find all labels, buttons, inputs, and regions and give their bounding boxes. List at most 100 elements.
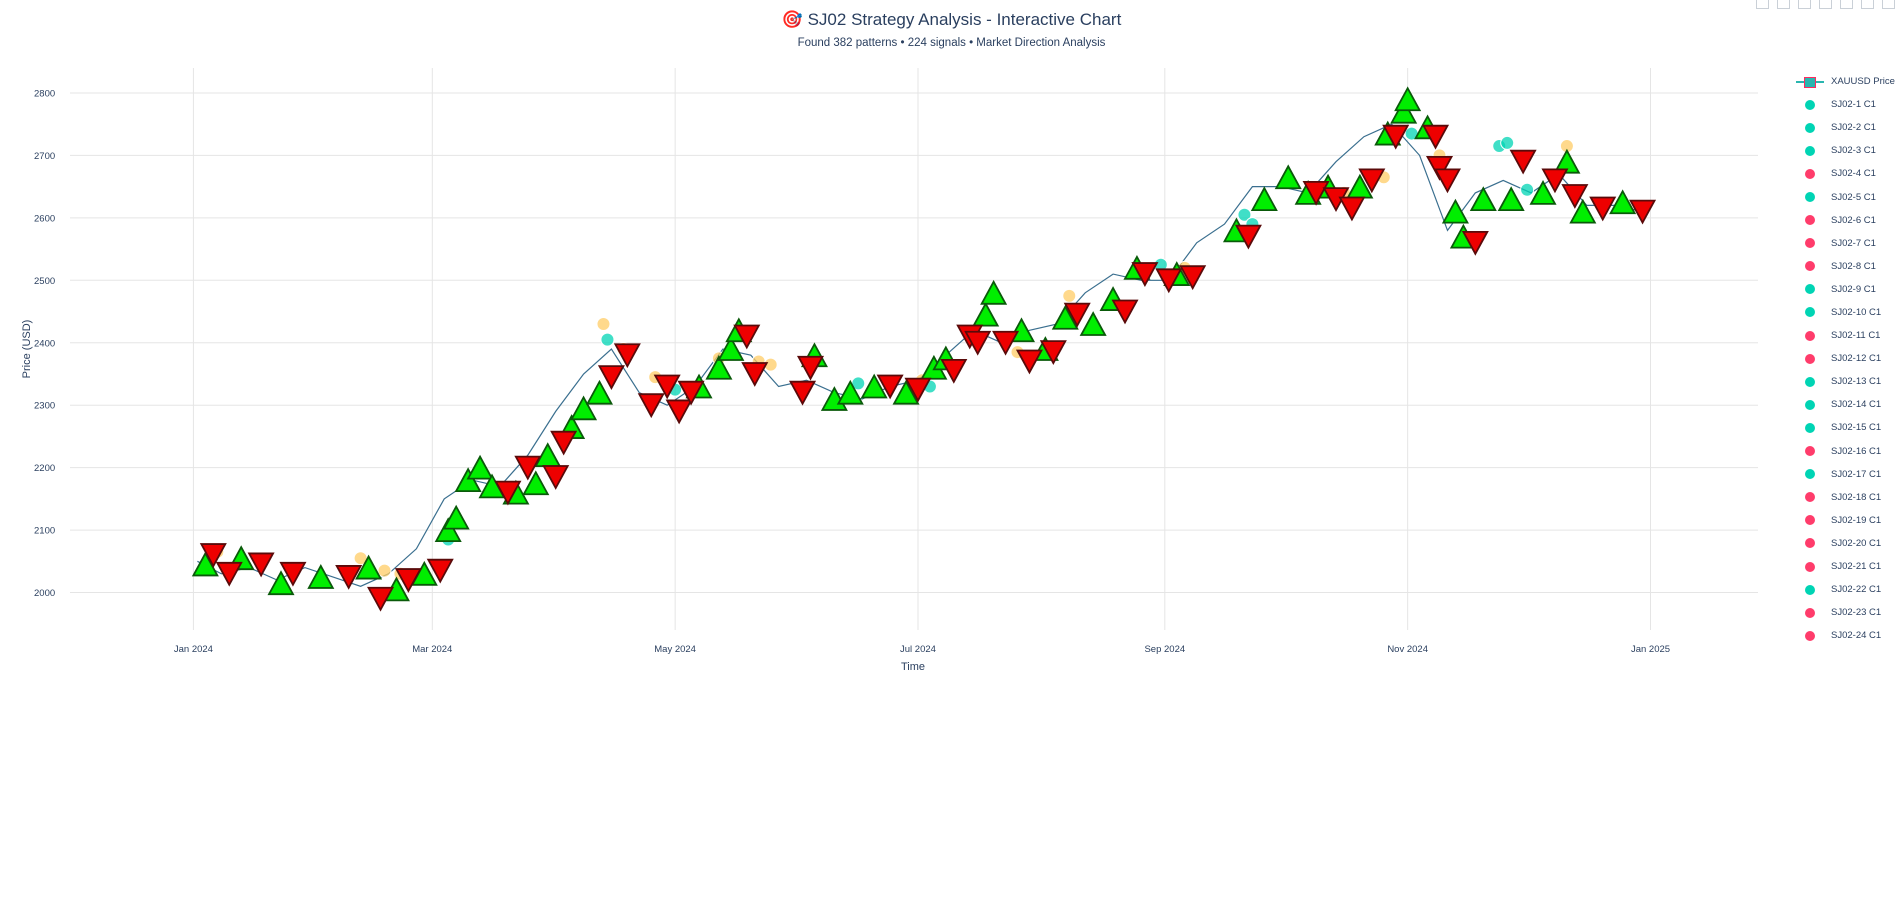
legend-dot-icon (1805, 145, 1815, 156)
y-tick-label: 2200 (34, 463, 55, 474)
sell-signal-marker (335, 565, 363, 590)
legend-label: SJ02-5 C1 (1831, 191, 1876, 203)
buy-signal-marker (1469, 186, 1497, 212)
sell-signal-marker (876, 374, 904, 400)
pattern-marker (1500, 135, 1515, 150)
legend-dot-icon (1805, 607, 1815, 618)
pattern-marker (1237, 207, 1252, 222)
sell-signal-marker (1015, 349, 1043, 375)
legend-item-pattern[interactable]: SJ02-13 C1 (1793, 370, 1898, 393)
legend-dot-icon (1805, 168, 1815, 179)
legend-dot-icon (1805, 538, 1815, 549)
legend-item-pattern[interactable]: SJ02-2 C1 (1793, 116, 1898, 139)
legend-item-pattern[interactable]: SJ02-6 C1 (1793, 209, 1898, 232)
camera-icon[interactable] (1756, 0, 1769, 9)
buy-signal-marker (1441, 198, 1469, 224)
buy-signal-marker (860, 373, 888, 399)
legend-label: SJ02-9 C1 (1831, 283, 1876, 295)
legend-item-pattern[interactable]: SJ02-17 C1 (1793, 463, 1898, 486)
legend-item-pattern[interactable]: SJ02-23 C1 (1793, 601, 1898, 624)
y-tick-label: 2400 (34, 338, 55, 349)
legend-dot-icon (1805, 215, 1815, 226)
sell-signal-marker (1302, 180, 1330, 206)
price-line (197, 123, 1643, 587)
x-tick-label: Nov 2024 (1387, 644, 1428, 655)
buy-signal-marker (570, 395, 598, 421)
sell-signal-marker (247, 552, 275, 578)
candlestick-icon (1796, 76, 1824, 88)
legend-item-pattern[interactable]: SJ02-7 C1 (1793, 232, 1898, 255)
x-axis-title: Time (901, 661, 925, 673)
legend-label: SJ02-10 C1 (1831, 306, 1882, 318)
y-tick-label: 2000 (34, 588, 55, 599)
buy-signal-marker (1609, 189, 1637, 215)
legend-label: SJ02-6 C1 (1831, 214, 1876, 226)
sell-signal-marker (789, 380, 817, 406)
legend-item-pattern[interactable]: SJ02-9 C1 (1793, 278, 1898, 301)
legend-item-pattern[interactable]: SJ02-12 C1 (1793, 347, 1898, 370)
buy-signal-marker (1390, 98, 1418, 124)
legend-label: SJ02-23 C1 (1831, 607, 1882, 619)
legend-item-pattern[interactable]: SJ02-22 C1 (1793, 578, 1898, 601)
sell-signal-marker (1433, 168, 1461, 194)
chart-legend: XAUUSD Price SJ02-1 C1 SJ02-2 C1 SJ02-3 C1… (1793, 70, 1898, 647)
legend-dot-icon (1805, 399, 1815, 410)
legend-item-pattern[interactable]: SJ02-1 C1 (1793, 93, 1898, 116)
legend-label: SJ02-7 C1 (1831, 237, 1876, 249)
legend-label: SJ02-13 C1 (1831, 376, 1882, 388)
legend-item-pattern[interactable]: SJ02-15 C1 (1793, 416, 1898, 439)
sell-signal-marker (1422, 124, 1450, 150)
legend-dot-icon (1805, 630, 1815, 641)
buy-signal-marker (267, 570, 295, 596)
buy-signal-marker (1497, 186, 1525, 212)
y-tick-label: 2100 (34, 526, 55, 537)
y-tick-label: 2800 (34, 88, 55, 99)
legend-item-pattern[interactable]: SJ02-3 C1 (1793, 139, 1898, 162)
legend-dot-icon (1805, 492, 1815, 503)
sell-signal-marker (367, 586, 395, 612)
sell-signal-marker (597, 365, 625, 390)
legend-item-pattern[interactable]: SJ02-14 C1 (1793, 393, 1898, 416)
pattern-marker (1520, 182, 1535, 197)
zoom-icon[interactable] (1777, 0, 1790, 9)
buy-signal-marker (1079, 311, 1107, 336)
sell-signal-marker (665, 399, 693, 425)
buy-signal-marker (1569, 198, 1597, 224)
legend-item-pattern[interactable]: SJ02-16 C1 (1793, 440, 1898, 463)
legend-item-pattern[interactable]: SJ02-11 C1 (1793, 324, 1898, 347)
legend-dot-icon (1805, 330, 1815, 341)
legend-label: SJ02-3 C1 (1831, 145, 1876, 157)
pan-icon[interactable] (1798, 0, 1811, 9)
legend-item-pattern[interactable]: SJ02-4 C1 (1793, 162, 1898, 185)
autoscale-icon[interactable] (1861, 0, 1874, 9)
buy-signal-marker (1529, 180, 1557, 205)
sell-signal-marker (1561, 184, 1589, 209)
legend-label: SJ02-19 C1 (1831, 514, 1882, 526)
legend-label: SJ02-12 C1 (1831, 353, 1882, 365)
legend-item-pattern[interactable]: SJ02-24 C1 (1793, 624, 1898, 647)
legend-dot-icon (1805, 561, 1815, 572)
reset-axes-icon[interactable] (1882, 0, 1895, 9)
legend-item-pattern[interactable]: SJ02-19 C1 (1793, 509, 1898, 532)
sell-signal-marker (741, 362, 769, 387)
legend-item-pattern[interactable]: SJ02-5 C1 (1793, 185, 1898, 208)
legend-item-pattern[interactable]: SJ02-8 C1 (1793, 255, 1898, 278)
legend-item-price[interactable]: XAUUSD Price (1793, 70, 1898, 93)
buy-signal-marker (1274, 164, 1302, 190)
legend-item-pattern[interactable]: SJ02-21 C1 (1793, 555, 1898, 578)
zoom-in-icon[interactable] (1819, 0, 1832, 9)
legend-label: SJ02-24 C1 (1831, 630, 1882, 642)
legend-item-pattern[interactable]: SJ02-10 C1 (1793, 301, 1898, 324)
buy-signal-marker (585, 379, 614, 405)
sell-signal-marker (677, 380, 705, 406)
zoom-out-icon[interactable] (1840, 0, 1853, 9)
legend-item-pattern[interactable]: SJ02-20 C1 (1793, 532, 1898, 555)
chart-toolbar[interactable] (1756, 0, 1895, 9)
x-tick-label: Jul 2024 (900, 644, 936, 655)
buy-signal-marker (466, 454, 494, 480)
buy-signal-marker (191, 551, 219, 577)
legend-item-pattern[interactable]: SJ02-18 C1 (1793, 486, 1898, 509)
legend-label: SJ02-14 C1 (1831, 399, 1882, 411)
legend-dot-icon (1805, 353, 1815, 364)
